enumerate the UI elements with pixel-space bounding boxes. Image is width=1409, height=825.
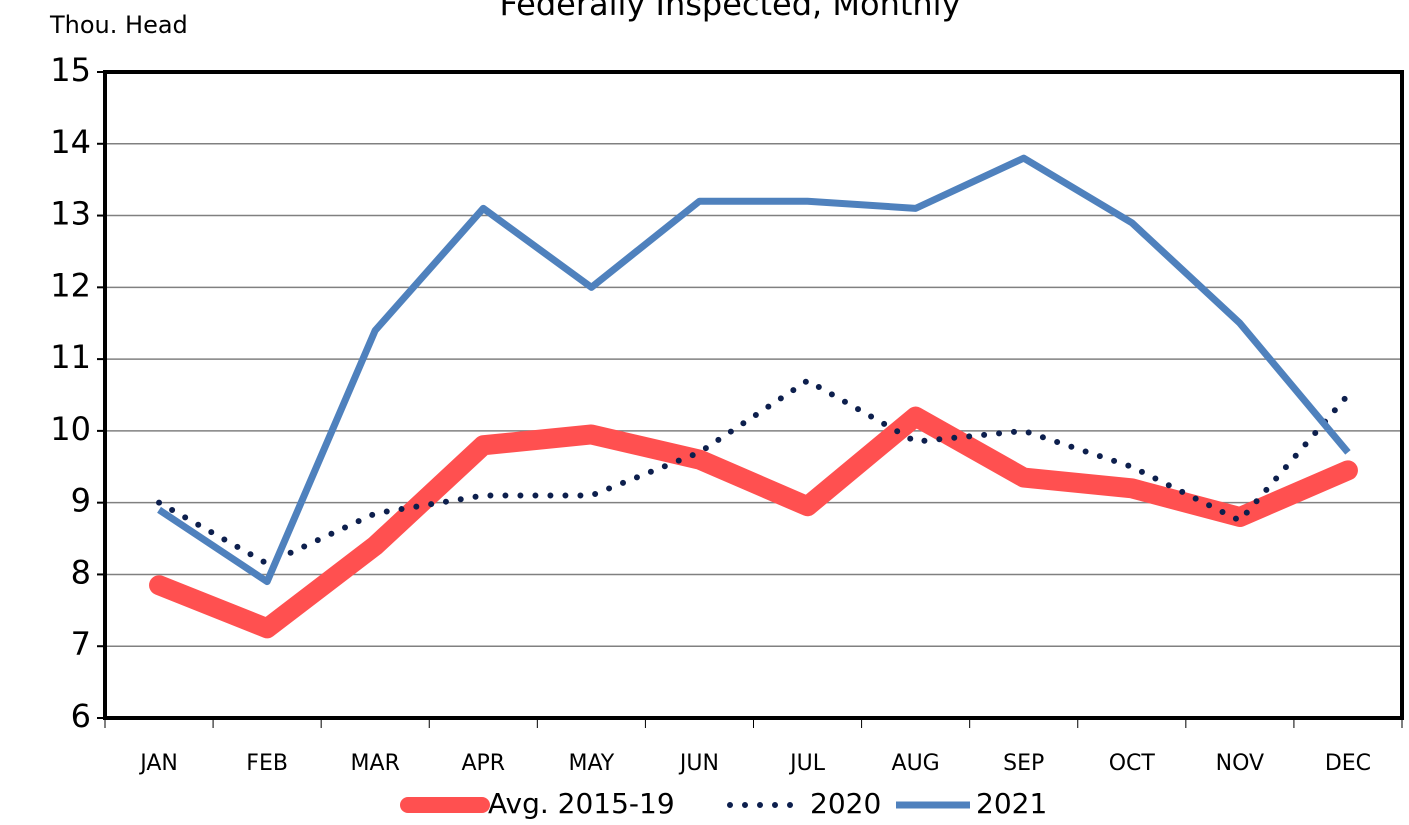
x-tick-label: AUG [892,751,940,776]
y-tick-label: 13 [50,195,91,233]
x-tick-label: APR [461,751,505,776]
x-tick-label: FEB [246,751,288,776]
x-tick-label: JUL [788,751,826,776]
legend-label: 2020 [810,787,881,820]
legend-label: Avg. 2015-19 [488,787,675,820]
plot-border [103,70,1404,720]
y-tick-label: 6 [71,697,91,735]
y-tick-label: 7 [71,625,91,663]
x-tick-label: MAR [351,751,400,776]
y-tick-label: 9 [71,482,91,520]
legend-label: 2021 [976,787,1047,820]
series-line [157,154,1351,586]
x-tick-label: NOV [1216,751,1264,776]
y-tick-label: 8 [71,553,91,591]
x-tick-label: OCT [1109,751,1156,776]
x-tick-label: DEC [1325,751,1371,776]
x-tick-label: JAN [138,751,178,776]
x-tick-label: JUN [678,751,719,776]
x-tick-label: MAY [568,751,614,776]
y-tick-label: 14 [50,123,91,161]
y-tick-label: 15 [50,51,91,89]
y-tick-label: 11 [50,338,91,376]
y-tick-label: 12 [50,266,91,304]
y-tick-label: 10 [50,410,91,448]
series-line [149,406,1358,639]
chart-title: Federally Inspected, Monthly [500,0,961,23]
x-tick-label: SEP [1003,751,1044,776]
y-axis-label: Thou. Head [49,11,188,39]
series-line [156,377,1351,568]
